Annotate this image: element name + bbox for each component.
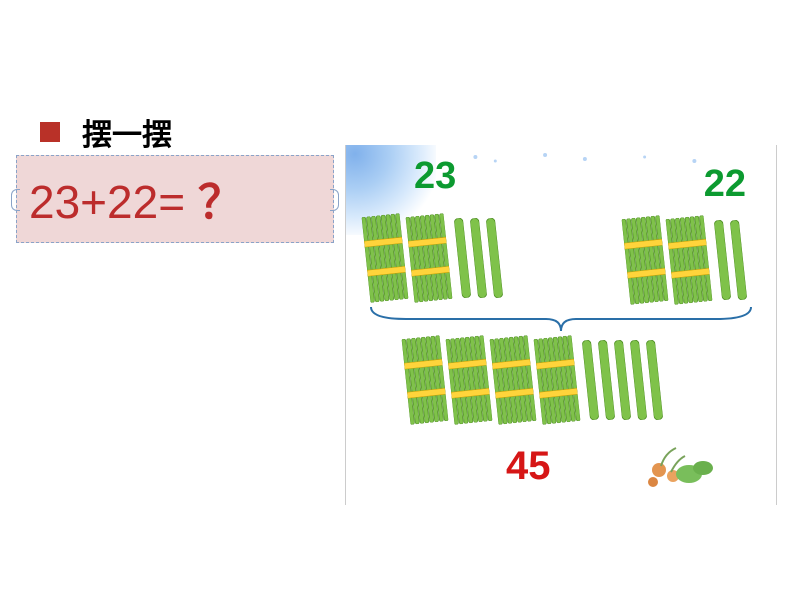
bullet-icon xyxy=(40,122,60,142)
equation-box: 23+22= ？ xyxy=(16,155,334,243)
label-23: 23 xyxy=(414,155,456,198)
group-45-bundle xyxy=(490,335,537,425)
curly-bracket xyxy=(366,305,756,335)
group-45-single-stick xyxy=(598,340,615,421)
group-45-single-stick xyxy=(646,340,663,421)
group-45-single-stick xyxy=(582,340,599,421)
group-45-single-stick xyxy=(614,340,631,421)
group-22-bundle xyxy=(622,215,669,305)
equation-result: ？ xyxy=(198,176,244,228)
header-title: 摆一摆 xyxy=(82,110,172,154)
group-45-bundle xyxy=(402,335,449,425)
group-45-single-stick xyxy=(630,340,647,421)
group-22-single-stick xyxy=(714,220,731,301)
group-23-bundle xyxy=(406,213,453,303)
group-22-single-stick xyxy=(730,220,747,301)
sticks-figure: 23 22 45 xyxy=(345,145,777,505)
group-45-bundle xyxy=(534,335,581,425)
equation-text: 23+22= ？ xyxy=(29,166,244,232)
group-22-bundle xyxy=(666,215,713,305)
header: 摆一摆 xyxy=(40,110,172,154)
fruit-decor-icon xyxy=(641,438,721,493)
equation-expression: 23+22= xyxy=(29,176,185,228)
group-23-single-stick xyxy=(486,218,503,299)
group-23-single-stick xyxy=(454,218,471,299)
label-45: 45 xyxy=(506,444,551,489)
label-22: 22 xyxy=(704,163,746,206)
group-23-single-stick xyxy=(470,218,487,299)
group-45-bundle xyxy=(446,335,493,425)
